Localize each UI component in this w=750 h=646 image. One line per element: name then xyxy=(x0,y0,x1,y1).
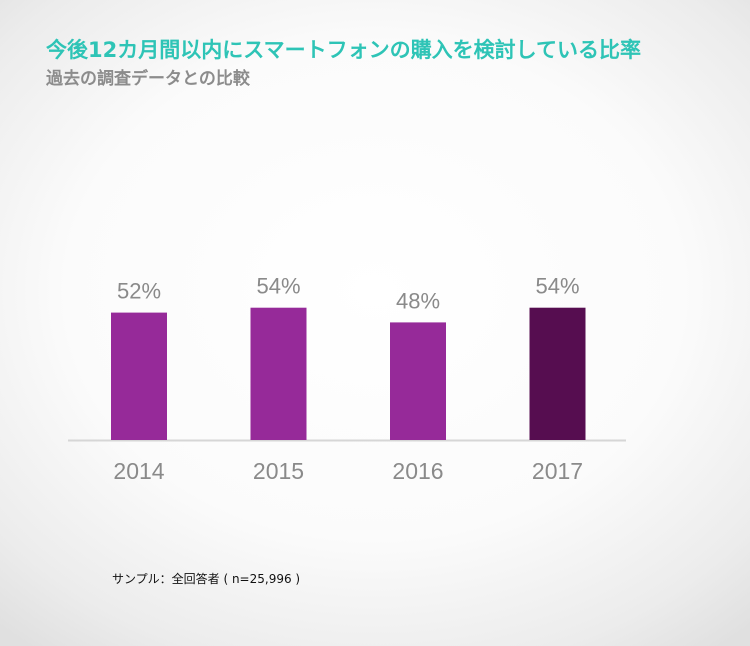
bar-2016 xyxy=(390,322,446,440)
bar-2014 xyxy=(111,312,167,440)
value-label-2016: 48% xyxy=(396,288,440,313)
bar-2015 xyxy=(250,307,307,440)
x-tick-label-2016: 2016 xyxy=(392,458,443,484)
chart-title: 今後12カ月間以内にスマートフォンの購入を検討している比率 xyxy=(46,38,641,62)
value-label-2017: 54% xyxy=(535,274,579,299)
x-tick-label-2015: 2015 xyxy=(253,458,304,484)
value-label-2015: 54% xyxy=(256,274,300,299)
chart-subtitle: 過去の調査データとの比較 xyxy=(46,69,250,89)
bar-2017 xyxy=(529,307,586,440)
x-tick-label-2017: 2017 xyxy=(532,458,583,484)
sample-footnote: サンプル：全回答者 ( n=25,996 ) xyxy=(112,572,301,586)
value-label-2014: 52% xyxy=(117,279,161,304)
x-tick-label-2014: 2014 xyxy=(113,458,164,484)
